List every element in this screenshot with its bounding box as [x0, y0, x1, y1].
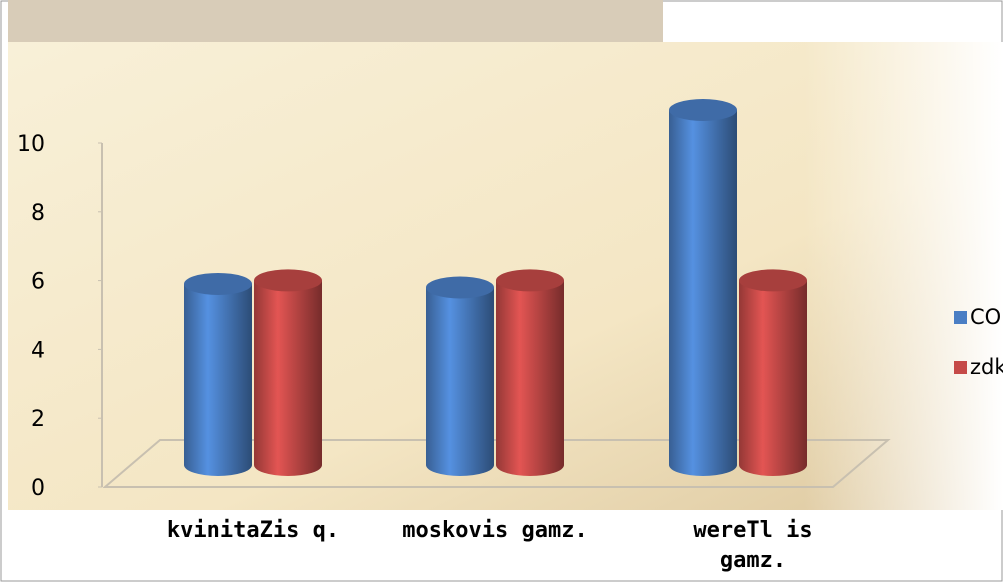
texture-strip	[8, 0, 663, 42]
cylinder-top	[669, 99, 737, 121]
y-tick-label: 2	[31, 407, 45, 432]
cylinder	[739, 280, 807, 476]
cylinder-top	[184, 272, 252, 295]
cylinder	[669, 110, 737, 476]
cylinder-top	[739, 269, 807, 292]
cylinder	[496, 280, 564, 476]
cylinder	[254, 280, 322, 476]
y-tick-label: 10	[17, 132, 45, 157]
y-tick-label: 6	[31, 270, 45, 295]
cylinder-top	[496, 269, 564, 292]
floor	[102, 439, 891, 488]
x-tick-label: wereTl is gamz.	[693, 518, 813, 573]
y-tick-label: 0	[31, 476, 45, 501]
legend-label: CO	[970, 305, 1001, 329]
y-tick-label: 4	[31, 338, 45, 363]
legend-swatch	[954, 311, 967, 324]
x-tick-label: moskovis gamz.	[402, 518, 588, 543]
legend-swatch	[954, 361, 967, 374]
cylinder-top	[426, 276, 494, 299]
legend-label: zdk	[970, 355, 1003, 379]
y-tick-label: 8	[31, 201, 45, 226]
cylinder-top	[254, 269, 322, 292]
x-tick-label: kvinitaZis q.	[166, 518, 340, 543]
cylinder	[426, 287, 494, 476]
cylinder	[184, 283, 252, 476]
